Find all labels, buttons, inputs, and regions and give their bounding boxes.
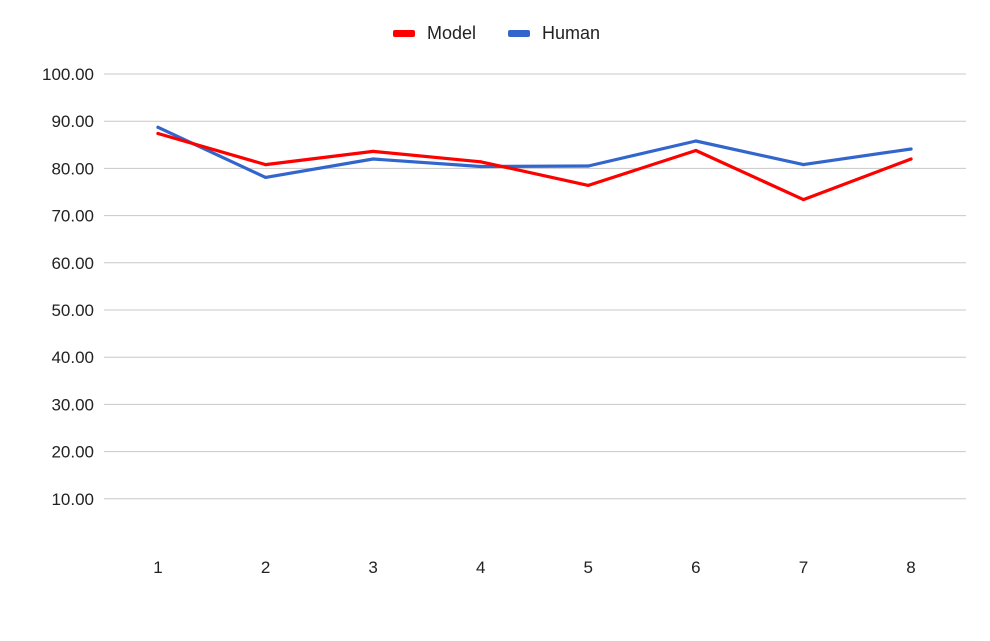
y-tick-label: 60.00 <box>51 254 94 273</box>
data-point-model <box>694 148 698 153</box>
y-tick-label: 20.00 <box>51 443 94 462</box>
x-tick-label: 7 <box>799 558 808 577</box>
y-tick-label: 50.00 <box>51 301 94 320</box>
y-tick-label: 80.00 <box>51 159 94 178</box>
gridlines <box>104 73 966 500</box>
data-point-human <box>801 163 806 167</box>
y-tick-label: 10.00 <box>51 490 94 509</box>
x-tick-label: 6 <box>691 558 700 577</box>
x-tick-label: 8 <box>906 558 915 577</box>
y-axis-ticks: 10.00 20.00 30.00 40.00 50.00 60.00 70.00 80.00… <box>42 65 94 509</box>
x-tick-label: 3 <box>368 558 377 577</box>
legend: Model Human <box>393 23 600 43</box>
data-point-human <box>263 175 268 179</box>
y-tick-label: 100.00 <box>42 65 94 84</box>
series-line-model <box>156 131 913 202</box>
data-point-human <box>371 157 375 161</box>
data-point-model <box>801 197 806 202</box>
y-tick-label: 90.00 <box>51 112 94 131</box>
y-tick-label: 30.00 <box>51 395 94 414</box>
data-point-human <box>586 164 590 168</box>
x-tick-label: 1 <box>153 558 162 577</box>
x-tick-label: 2 <box>261 558 270 577</box>
legend-swatch-human <box>508 30 530 37</box>
data-point-human <box>156 125 160 129</box>
legend-swatch-model <box>393 30 415 37</box>
y-tick-label: 40.00 <box>51 348 94 367</box>
data-point-model <box>586 183 590 187</box>
x-tick-label: 4 <box>476 558 485 577</box>
data-point-human <box>479 164 483 169</box>
data-point-model <box>263 163 268 167</box>
x-tick-label: 5 <box>584 558 593 577</box>
y-tick-label: 70.00 <box>51 207 94 226</box>
legend-label-human: Human <box>542 23 600 43</box>
data-point-model <box>156 131 160 136</box>
series-line-human <box>156 125 913 179</box>
legend-label-model: Model <box>427 23 476 43</box>
data-point-human <box>694 139 698 143</box>
data-point-model <box>371 149 375 154</box>
data-point-model <box>909 157 913 161</box>
series-lines <box>156 125 913 202</box>
data-point-human <box>909 147 913 151</box>
data-point-model <box>479 160 483 164</box>
x-axis-ticks: 1 2 3 4 5 6 7 8 <box>153 558 915 577</box>
